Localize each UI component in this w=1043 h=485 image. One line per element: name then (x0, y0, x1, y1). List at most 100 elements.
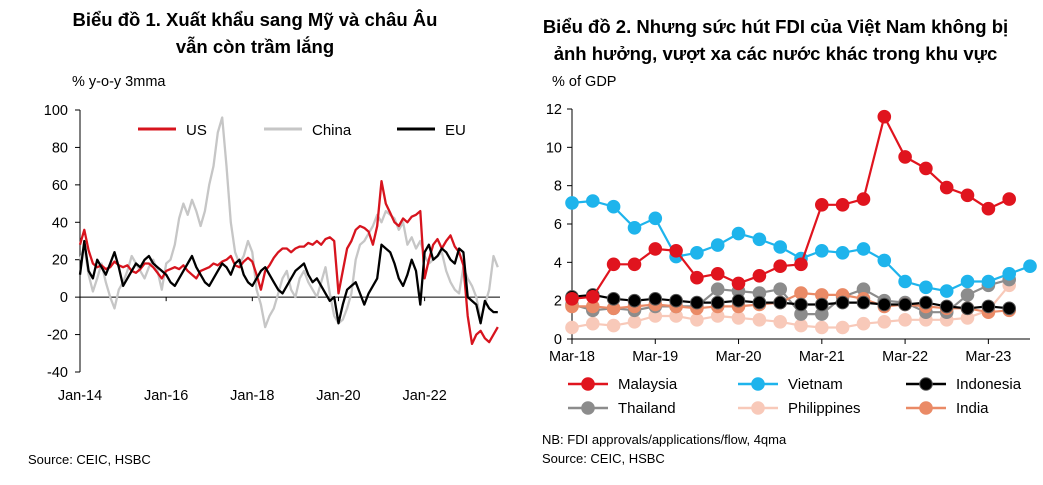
chart2-point-indonesia (710, 295, 725, 310)
chart2-x-tick-label: Mar-22 (882, 349, 928, 365)
chart2-point-malaysia (981, 201, 996, 216)
chart2-y-tick-label: 0 (554, 332, 562, 348)
chart2-legend-label-indonesia: Indonesia (956, 376, 1022, 393)
chart2-point-vietnam (586, 194, 600, 208)
chart2-point-vietnam (835, 246, 850, 260)
chart2-point-malaysia (669, 244, 683, 258)
chart2-point-thailand (773, 282, 788, 297)
chart2-point-malaysia (939, 180, 954, 195)
chart2-point-philippines (565, 320, 579, 335)
chart2-point-malaysia (877, 109, 892, 124)
chart2-point-malaysia (856, 192, 871, 206)
chart2-point-malaysia (648, 242, 663, 256)
chart2-legend-swatch-marker-malaysia (581, 377, 595, 391)
chart2-note: NB: FDI approvals/applications/flow, 4qm… (542, 432, 787, 447)
chart2-point-malaysia (960, 188, 975, 203)
chart2-point-philippines (627, 315, 642, 329)
chart2-x-tick-label: Mar-20 (716, 349, 762, 365)
chart2-legend-swatch-marker-vietnam (751, 377, 765, 391)
chart2-point-malaysia (1002, 192, 1017, 206)
chart2-series-indonesia-line (571, 293, 1010, 310)
chart2-point-vietnam (1023, 259, 1037, 274)
chart1-legend-label-eu: EU (445, 122, 466, 139)
chart2-title: Biểu đồ 2. Nhưng sức hút FDI của Việt Na… (514, 13, 1037, 67)
chart2-point-philippines (794, 318, 808, 333)
chart2-point-indonesia (960, 301, 975, 316)
chart2-legend-swatch-marker-thailand (581, 401, 595, 415)
chart2-point-indonesia (794, 297, 808, 312)
chart1-title: Biểu đồ 1. Xuất khẩu sang Mỹ và châu Âu … (20, 6, 490, 60)
chart2-y-tick-label: 8 (554, 179, 562, 195)
chart1-x-tick-label: Jan-20 (316, 388, 360, 404)
chart2-title-line1: Biểu đồ 2. Nhưng sức hút FDI của Việt Na… (542, 16, 1009, 37)
chart1-y-tick-label: -20 (47, 328, 68, 344)
chart2-point-indonesia (856, 295, 871, 310)
chart2-point-philippines (586, 316, 600, 331)
chart1-x-tick-label: Jan-22 (402, 388, 446, 404)
chart1-y-tick-label: 40 (52, 215, 68, 231)
chart2-legend-label-india: India (956, 400, 989, 417)
chart2-point-philippines (606, 318, 621, 333)
chart2-point-indonesia (752, 295, 767, 310)
chart2-point-vietnam (648, 211, 663, 226)
chart2-point-malaysia (794, 257, 808, 272)
chart2-point-malaysia (731, 276, 746, 291)
chart2-point-indonesia (919, 295, 933, 310)
chart1-y-tick-label: 0 (60, 290, 68, 306)
chart2-series-vietnam-line (571, 199, 1031, 293)
chart2-point-thailand (710, 282, 725, 297)
chart2-point-indonesia (606, 292, 621, 306)
chart2-y-tick-label: 12 (546, 102, 562, 118)
chart2-legend-label-vietnam: Vietnam (788, 376, 843, 393)
chart2-point-philippines (898, 313, 912, 327)
chart-panel-exports: Biểu đồ 1. Xuất khẩu sang Mỹ và châu Âu … (0, 0, 520, 485)
chart2-point-malaysia (752, 269, 767, 283)
chart1-legend-label-china: China (312, 122, 352, 139)
chart1-x-tick-label: Jan-14 (58, 388, 102, 404)
chart1-series-eu-line (78, 239, 498, 325)
chart2-point-malaysia (586, 290, 600, 304)
chart1-series-us-line (78, 179, 499, 346)
chart2-point-malaysia (565, 292, 579, 306)
chart2-point-vietnam (960, 274, 975, 289)
chart1-y-tick-label: 80 (52, 140, 68, 156)
chart2-point-indonesia (627, 293, 642, 308)
chart2-legend-swatch-marker-indonesia (919, 377, 933, 391)
chart2-source: Source: CEIC, HSBC (542, 451, 665, 466)
chart2-x-tick-label: Mar-21 (799, 349, 845, 365)
chart2-legend-swatch-marker-philippines (751, 401, 765, 415)
chart1-y-tick-label: 100 (44, 103, 68, 119)
chart2-point-malaysia (898, 150, 912, 164)
chart2-legend-label-thailand: Thailand (618, 400, 676, 417)
chart2-point-philippines (835, 320, 850, 335)
chart2-point-vietnam (565, 196, 579, 210)
chart1-x-tick-label: Jan-16 (144, 388, 188, 404)
chart2-point-indonesia (1002, 301, 1017, 316)
chart2-point-philippines (690, 313, 704, 327)
chart1-title-line1: Biểu đồ 1. Xuất khẩu sang Mỹ và châu Âu (72, 9, 438, 30)
chart2-point-malaysia (627, 257, 642, 272)
chart2-series-philippines-line (571, 284, 1011, 329)
chart2-point-indonesia (898, 297, 912, 312)
chart1-unit-label: % y-o-y 3mma (72, 74, 166, 90)
chart2-y-tick-label: 2 (554, 294, 562, 310)
chart2-point-indonesia (669, 293, 683, 308)
chart2-point-philippines (731, 311, 746, 325)
chart1-x-tick-label: Jan-18 (230, 388, 274, 404)
chart2-point-india (794, 286, 808, 300)
chart2-x-tick-label: Mar-18 (549, 349, 595, 365)
chart2-point-indonesia (981, 299, 996, 314)
chart2-legend-swatch-marker-india (919, 401, 933, 415)
chart2-point-vietnam (815, 244, 829, 258)
chart-panel-fdi: Biểu đồ 2. Nhưng sức hút FDI của Việt Na… (520, 0, 1043, 485)
chart2-y-tick-label: 10 (546, 140, 562, 156)
chart2-point-malaysia (815, 198, 829, 212)
chart2-point-vietnam (627, 221, 642, 235)
chart2-point-vietnam (856, 242, 871, 256)
chart2-point-philippines (815, 320, 829, 335)
chart2-title-line2: ảnh hưởng, vượt xa các nước khác trong k… (553, 43, 998, 64)
chart1-legend-label-us: US (186, 122, 207, 139)
chart2-point-indonesia (815, 297, 829, 312)
chart2-y-tick-label: 6 (554, 217, 562, 233)
